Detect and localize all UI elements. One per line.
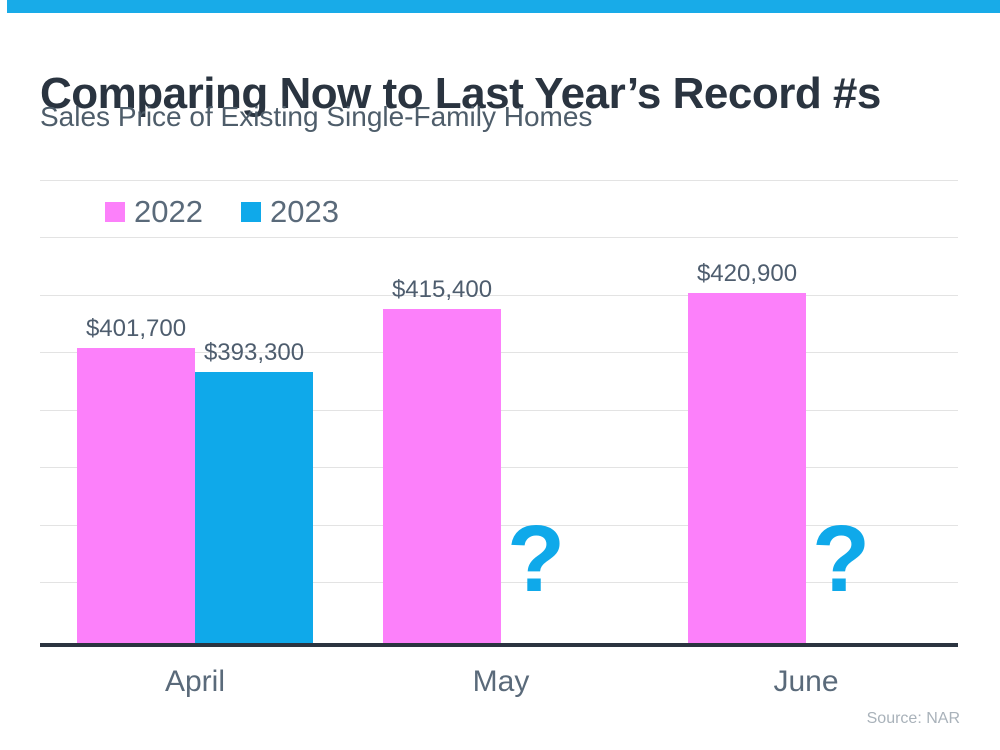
value-label-2022-may: $415,400 xyxy=(391,276,493,303)
chart-legend: 2022 2023 xyxy=(105,196,339,227)
legend-label-2023: 2023 xyxy=(269,194,339,229)
legend-swatch-2022 xyxy=(105,201,125,222)
page-subtitle: Sales Price of Existing Single-Family Ho… xyxy=(40,101,593,132)
x-label-june: June xyxy=(773,665,839,698)
bar-2022-may xyxy=(383,309,501,643)
legend-item-2023: 2023 xyxy=(240,194,339,229)
question-mark-may: ? xyxy=(506,506,566,612)
x-axis-line xyxy=(40,643,958,647)
value-label-2023-april: $393,300 xyxy=(203,339,305,366)
x-label-april: April xyxy=(164,665,225,698)
source-note: Source: NAR xyxy=(866,710,960,727)
gridline xyxy=(40,295,958,296)
page-title: Comparing Now to Last Year’s Record #s xyxy=(40,69,881,119)
bar-2022-april xyxy=(77,348,195,643)
bar-2023-april xyxy=(195,372,313,643)
value-label-2022-april: $401,700 xyxy=(85,315,187,342)
question-mark-june: ? xyxy=(811,506,871,612)
bar-2022-june xyxy=(688,293,806,643)
x-label-may: May xyxy=(472,665,530,698)
legend-item-2022: 2022 xyxy=(105,196,203,227)
gridline xyxy=(40,237,958,238)
gridline xyxy=(40,180,958,181)
value-label-2022-june: $420,900 xyxy=(696,260,798,287)
legend-label-2022: 2022 xyxy=(134,194,203,229)
brand-top-bar xyxy=(7,0,1000,13)
legend-swatch-2023 xyxy=(240,201,261,222)
